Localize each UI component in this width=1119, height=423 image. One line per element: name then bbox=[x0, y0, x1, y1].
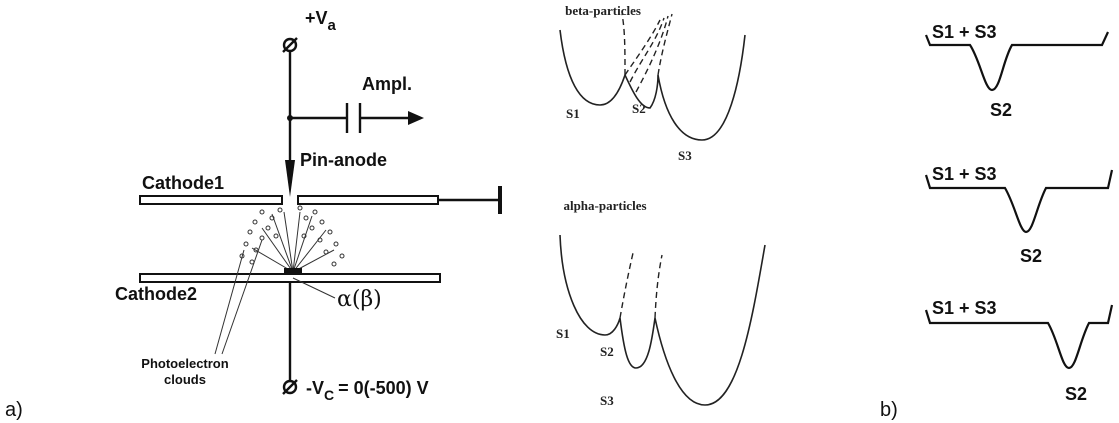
pin-anode-label: Pin-anode bbox=[300, 150, 387, 170]
symbol: +V bbox=[305, 8, 328, 28]
curve-label: S1 bbox=[566, 106, 580, 121]
dashed-curve bbox=[654, 254, 663, 319]
symbol: -V bbox=[306, 378, 324, 398]
amplifier-label: Ampl. bbox=[362, 74, 412, 94]
panel-a: a) +Va Ampl. Pin-anode Cathode1 Cathode2… bbox=[5, 8, 502, 421]
pulse-top: S1 + S3 bbox=[932, 164, 997, 184]
pulse-top: S1 + S3 bbox=[932, 298, 997, 318]
cathode1-label: Cathode1 bbox=[142, 173, 224, 193]
cathode2 bbox=[139, 273, 441, 283]
leader bbox=[221, 239, 263, 355]
cathode-voltage: -VC = 0(-500) V bbox=[306, 378, 429, 403]
photoelectron-label: Photoelectron bbox=[141, 356, 228, 371]
leader bbox=[292, 277, 336, 299]
cathode1-left bbox=[139, 195, 283, 205]
rays bbox=[251, 211, 335, 273]
pulse-bottom: S2 bbox=[1020, 246, 1042, 266]
beta-curve bbox=[559, 29, 746, 141]
dashed-curve bbox=[619, 252, 634, 319]
source bbox=[284, 268, 302, 275]
subscript: C bbox=[324, 387, 334, 403]
photoelectron-label: clouds bbox=[164, 372, 206, 387]
panel-label: b) bbox=[880, 399, 898, 421]
pulse-bottom: S2 bbox=[990, 100, 1012, 120]
source-label: α(β) bbox=[337, 287, 382, 312]
middle-panel: beta-particles S1 S2 S3 alpha-particles … bbox=[556, 3, 766, 408]
curve-label: S1 bbox=[556, 326, 570, 341]
leader bbox=[214, 249, 245, 355]
curve-label: S3 bbox=[600, 393, 614, 408]
curve-label: S2 bbox=[632, 101, 646, 116]
pulse bbox=[924, 304, 1114, 370]
panel-label: a) bbox=[5, 399, 23, 421]
pin-anode bbox=[285, 160, 295, 197]
pulse bbox=[924, 169, 1114, 234]
panel-b: b) S1 + S3 S2 S1 + S3 S2 S1 + S3 S2 bbox=[880, 22, 1114, 421]
beta-title: beta-particles bbox=[565, 3, 641, 18]
dashed-curve bbox=[624, 13, 673, 93]
arrow-head bbox=[408, 111, 424, 125]
pulse bbox=[924, 31, 1109, 92]
alpha-title: alpha-particles bbox=[563, 198, 646, 213]
cathode1-right bbox=[297, 195, 439, 205]
node bbox=[287, 115, 293, 121]
rest: = 0(-500) V bbox=[338, 378, 429, 398]
anode-voltage: +Va bbox=[305, 8, 337, 34]
pulse-bottom: S2 bbox=[1065, 384, 1087, 404]
terminal-slash bbox=[282, 37, 298, 53]
alpha-curve bbox=[559, 234, 766, 406]
cathode2-label: Cathode2 bbox=[115, 284, 197, 304]
pulse-top: S1 + S3 bbox=[932, 22, 997, 42]
dashed-curve bbox=[621, 13, 626, 76]
subscript: a bbox=[328, 17, 337, 34]
curve-label: S3 bbox=[678, 148, 692, 163]
terminal-slash bbox=[282, 379, 298, 395]
curve-label: S2 bbox=[600, 344, 614, 359]
